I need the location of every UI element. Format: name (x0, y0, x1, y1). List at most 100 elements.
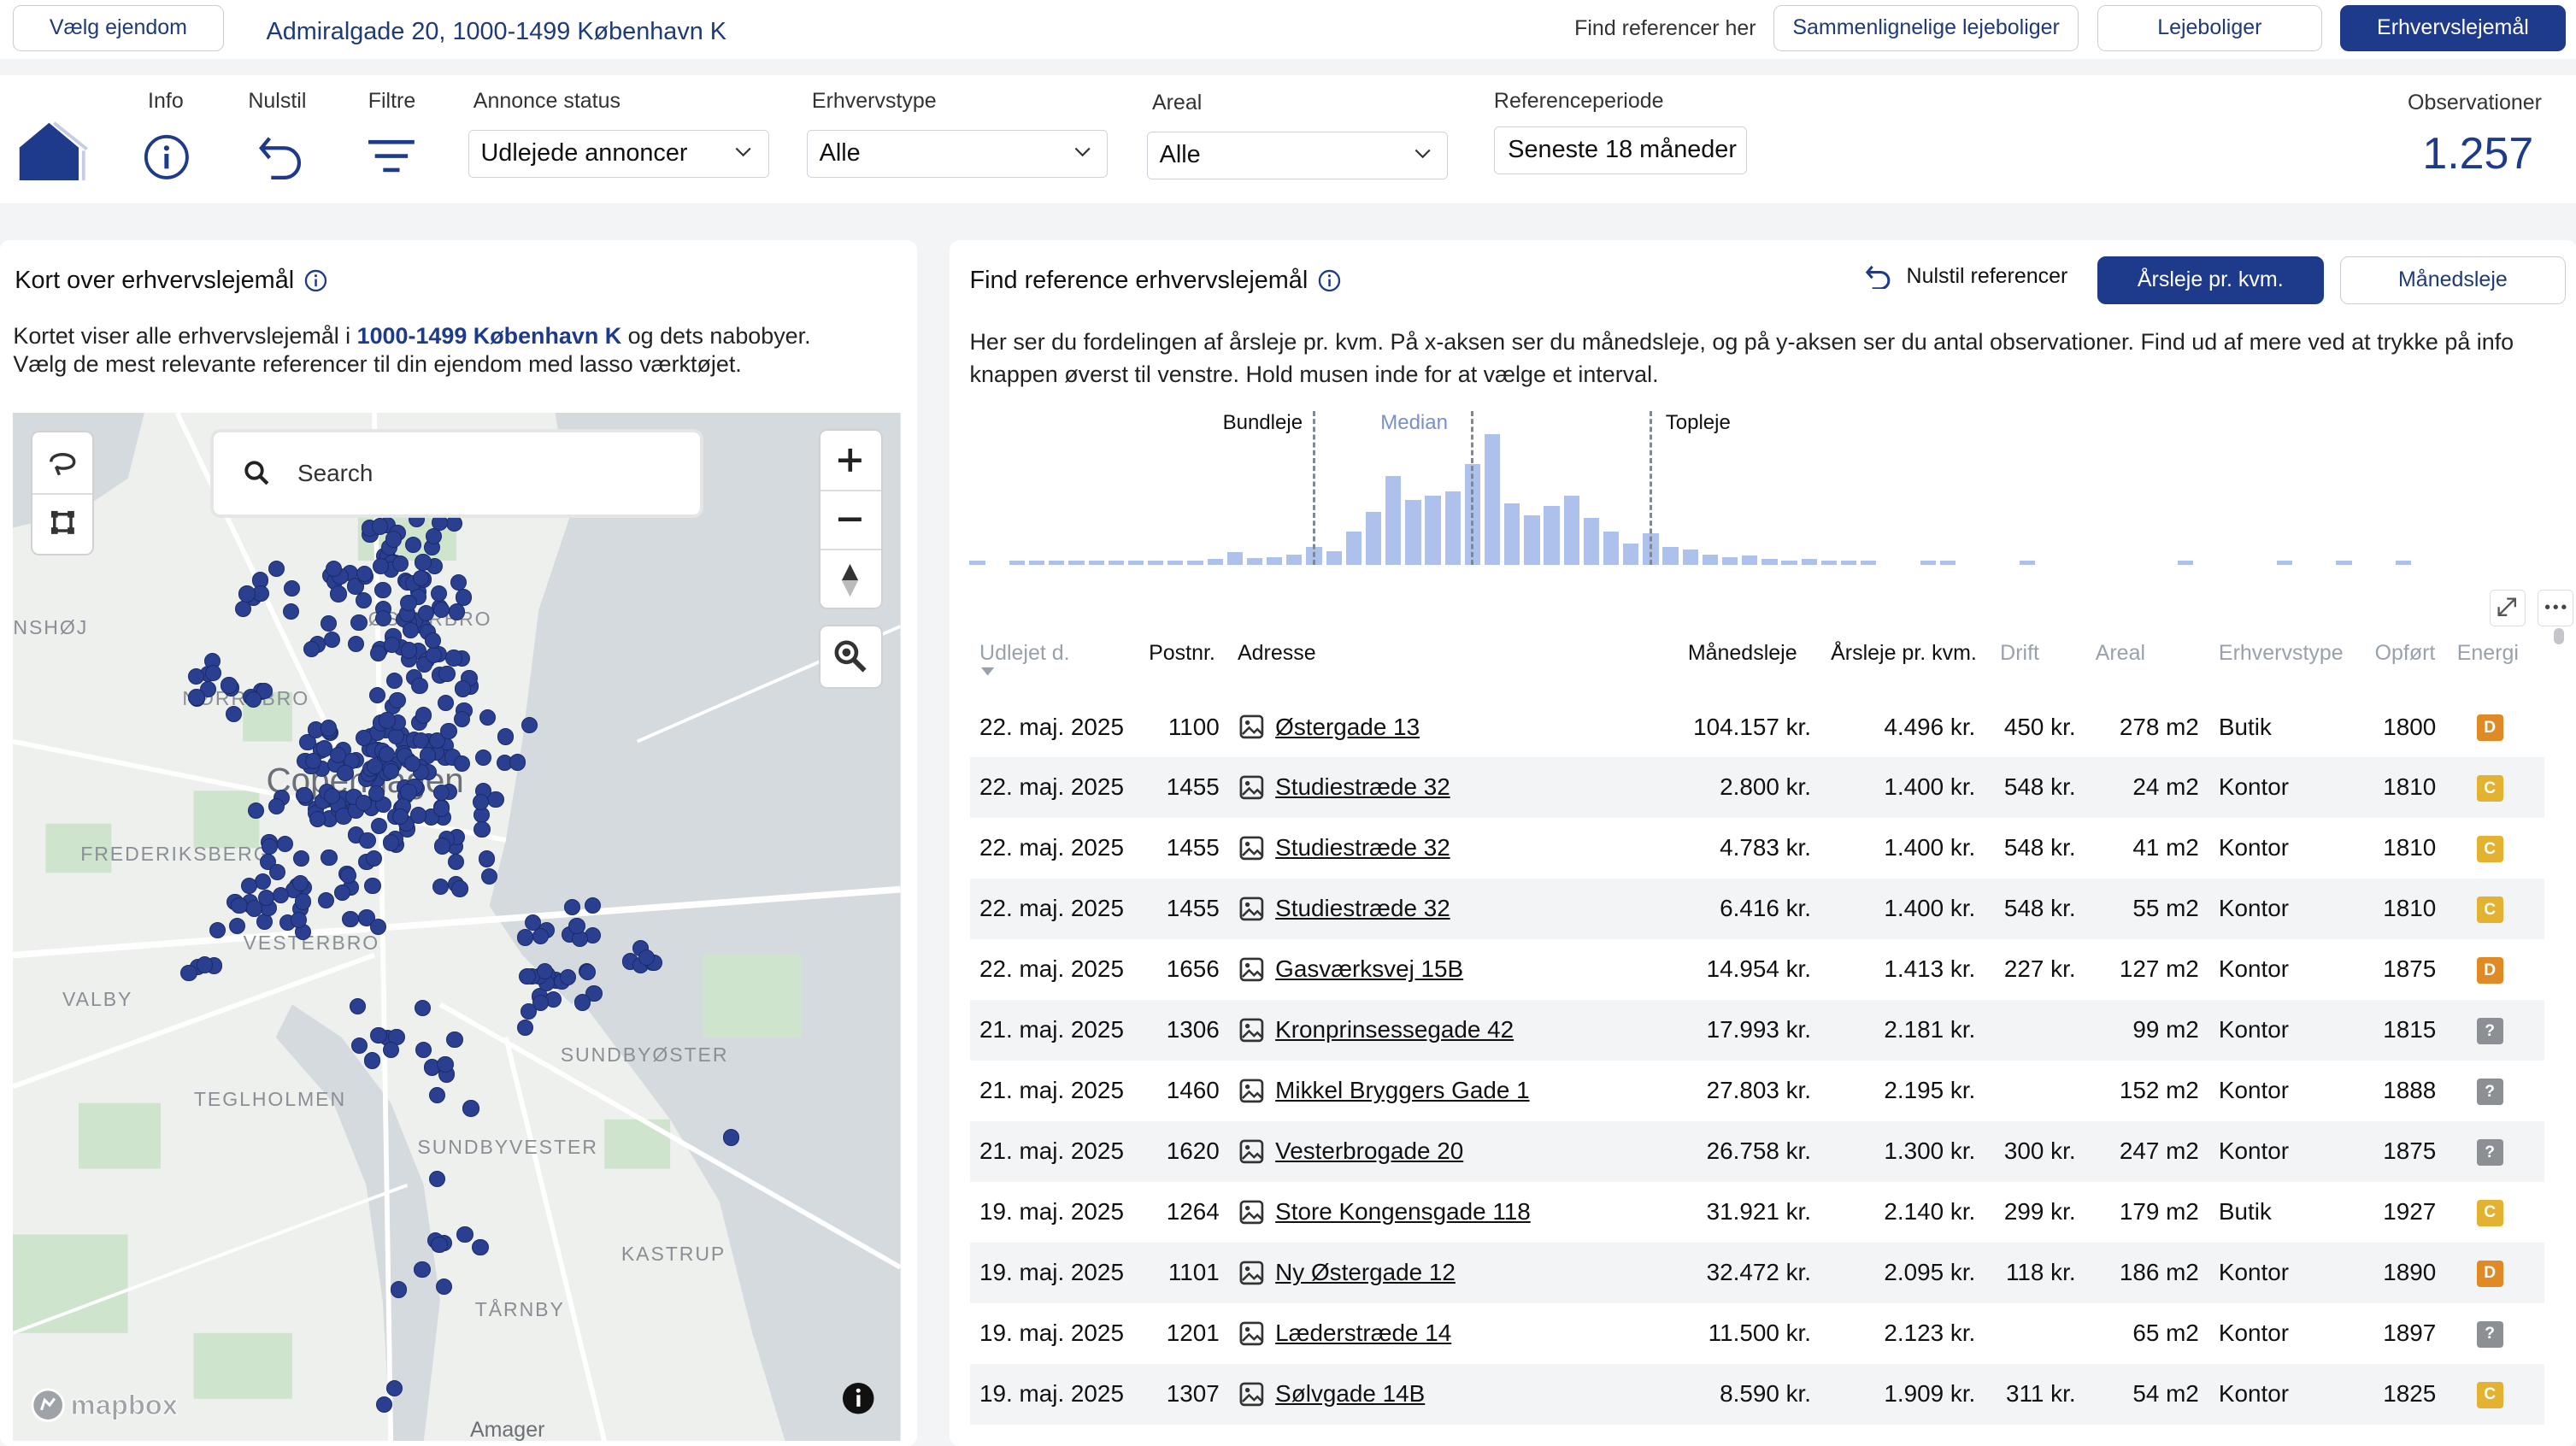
histogram-bar[interactable] (969, 560, 985, 566)
cell-address-link[interactable]: Studiestræde 32 (1275, 773, 1450, 801)
map-marker[interactable] (370, 818, 387, 835)
histogram-bar[interactable] (1345, 532, 1362, 566)
map-marker[interactable] (428, 1170, 445, 1188)
histogram-bar[interactable] (2019, 560, 2035, 566)
map-marker[interactable] (372, 557, 390, 574)
tab-commercial[interactable]: Erhvervslejemål (2340, 4, 2566, 51)
histogram-bar[interactable] (1088, 560, 1104, 566)
map-marker[interactable] (305, 752, 322, 769)
map-marker[interactable] (428, 1086, 445, 1104)
histogram-bar[interactable] (1742, 555, 1758, 566)
map-marker[interactable] (389, 692, 406, 709)
map-marker[interactable] (282, 602, 300, 620)
map-marker[interactable] (723, 1129, 740, 1146)
map-marker[interactable] (337, 764, 354, 781)
map-marker[interactable] (247, 802, 265, 819)
image-icon[interactable] (1239, 1382, 1264, 1407)
image-icon[interactable] (1239, 836, 1264, 861)
map-marker[interactable] (320, 720, 337, 737)
map-marker[interactable] (520, 1002, 538, 1020)
col-header-date[interactable]: Udlejet d. (979, 640, 1070, 665)
map-marker[interactable] (532, 928, 549, 945)
map-marker[interactable] (221, 677, 238, 694)
image-icon[interactable] (1239, 1261, 1264, 1285)
histogram-bar[interactable] (1583, 517, 1600, 566)
map-marker[interactable] (246, 900, 263, 917)
map-marker[interactable] (371, 518, 388, 535)
map-marker[interactable] (472, 794, 489, 811)
map-marker[interactable] (537, 963, 554, 980)
compass-icon[interactable] (840, 562, 860, 598)
histogram-bar[interactable] (1801, 559, 1817, 566)
map-marker[interactable] (454, 680, 472, 697)
map-marker[interactable] (379, 712, 396, 729)
map-marker[interactable] (415, 554, 432, 571)
histogram-bar[interactable] (1524, 514, 1540, 566)
image-icon[interactable] (1239, 896, 1264, 921)
histogram-bar[interactable] (1939, 560, 1956, 566)
map-marker[interactable] (364, 1052, 381, 1069)
map-marker[interactable] (437, 1056, 454, 1073)
reset-references-button[interactable]: Nulstil referencer (1864, 263, 2067, 290)
histogram-bar[interactable] (1028, 560, 1045, 566)
map-marker[interactable] (559, 969, 576, 986)
map-marker[interactable] (519, 967, 536, 985)
status-select[interactable]: Udlejede annoncer (468, 129, 769, 178)
table-row[interactable]: 22. maj. 2025 1455 Studiestræde 32 2.800 kr… (969, 757, 2544, 819)
map-marker[interactable] (323, 631, 340, 648)
map-marker[interactable] (385, 673, 403, 690)
histogram-bar[interactable] (1861, 560, 1877, 566)
map-marker[interactable] (516, 929, 533, 946)
map-marker[interactable] (401, 642, 418, 659)
col-header-area[interactable]: Areal (2095, 640, 2146, 665)
map-marker[interactable] (455, 589, 472, 606)
map-marker[interactable] (350, 614, 368, 632)
map-marker[interactable] (584, 897, 601, 914)
table-scrollbar[interactable] (2554, 627, 2564, 644)
map-marker[interactable] (391, 1281, 408, 1298)
cell-address-link[interactable]: Ny Østergade 12 (1275, 1259, 1456, 1286)
cell-address-link[interactable]: Store Kongensgade 118 (1275, 1198, 1531, 1226)
map-marker[interactable] (339, 867, 357, 884)
map-marker[interactable] (517, 1019, 534, 1037)
map-marker[interactable] (241, 877, 258, 894)
map-marker[interactable] (366, 757, 384, 775)
histogram-bar[interactable] (1425, 496, 1441, 566)
map-info-icon[interactable] (842, 1382, 874, 1414)
map-marker[interactable] (370, 1027, 387, 1044)
histogram-chart[interactable]: Bundleje Median Topleje (969, 410, 2432, 569)
map-marker[interactable] (525, 914, 542, 932)
histogram-bar[interactable] (1444, 491, 1461, 566)
map-marker[interactable] (472, 1238, 489, 1256)
map-locate-control[interactable] (820, 626, 881, 687)
image-icon[interactable] (1239, 714, 1264, 739)
table-row[interactable]: 22. maj. 2025 1455 Studiestræde 32 6.416 kr… (969, 879, 2544, 940)
map-marker[interactable] (430, 585, 448, 602)
map-marker[interactable] (291, 875, 309, 892)
map-marker[interactable] (296, 786, 313, 803)
map-marker[interactable] (456, 1226, 473, 1243)
map-marker[interactable] (532, 995, 550, 1012)
map-marker[interactable] (521, 716, 538, 734)
map-marker[interactable] (563, 898, 581, 915)
image-icon[interactable] (1239, 1018, 1264, 1043)
map-marker[interactable] (245, 691, 262, 708)
histogram-bar[interactable] (1662, 547, 1679, 566)
map-marker[interactable] (374, 609, 391, 627)
cell-address-link[interactable]: Vesterbrogade 20 (1275, 1137, 1464, 1165)
map-marker[interactable] (418, 604, 435, 622)
col-header-zip[interactable]: Postnr. (1149, 640, 1215, 665)
mapbox-attribution[interactable]: mapbox (30, 1387, 178, 1423)
histogram-bar[interactable] (1563, 496, 1579, 566)
map-marker[interactable] (268, 863, 286, 880)
map-marker[interactable] (333, 884, 351, 901)
map-marker[interactable] (473, 821, 491, 838)
map-marker[interactable] (364, 877, 381, 895)
col-header-yearly[interactable]: Årsleje pr. kvm. (1831, 640, 1977, 665)
map-marker[interactable] (375, 1396, 392, 1414)
histogram-bar[interactable] (1841, 560, 1857, 566)
image-icon[interactable] (1239, 1321, 1264, 1346)
map-marker[interactable] (573, 994, 591, 1011)
map-marker[interactable] (415, 707, 432, 724)
table-row[interactable]: 19. maj. 2025 1201 Læderstræde 14 11.500 kr… (970, 1303, 2544, 1364)
